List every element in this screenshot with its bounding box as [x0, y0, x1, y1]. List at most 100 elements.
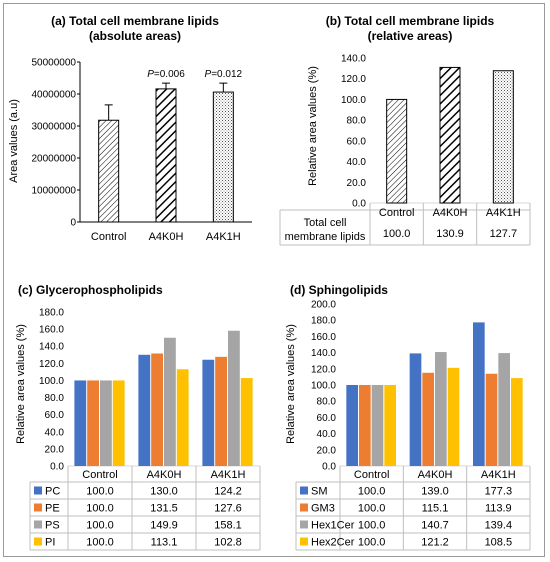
x-category-label: Control: [91, 231, 126, 243]
bar-PE-A4K0H: [151, 353, 163, 466]
y-tick-label: 100.0: [341, 95, 366, 106]
y-tick-label: 60.0: [317, 413, 337, 424]
bar-Control: [386, 98, 408, 204]
y-tick-label: 40.0: [317, 429, 337, 440]
y-tick-label: 140.0: [311, 348, 336, 359]
y-tick-label: 120.0: [341, 74, 366, 85]
table-row-label: Total cell: [304, 217, 347, 229]
bar-GM3-A4K0H: [422, 372, 434, 466]
p-value-annotation: P=0.012: [205, 69, 243, 80]
ylabel-d: Relative area values (%): [285, 324, 297, 444]
y-tick-label: 100.0: [39, 376, 64, 387]
x-category-label: A4K1H: [481, 469, 516, 481]
data-table-c: Control A4K0H A4K1H PC 100.0 130.0 124.2 PE 100.…: [29, 466, 261, 551]
legend-label-SM: SM: [311, 486, 328, 498]
subtitle-b: (relative areas): [368, 29, 453, 43]
y-tick-label: 140.0: [341, 54, 366, 65]
bar-PC-A4K1H: [202, 359, 215, 466]
bar-A4K0H: [439, 66, 461, 204]
p-value-annotation: P=0.006: [147, 69, 185, 80]
y-tick-label: 40.0: [45, 427, 65, 438]
y-tick-label: 100.0: [311, 381, 336, 392]
bars-a: P=0.006 P=0.012: [98, 69, 243, 223]
table-value: 100.0: [358, 503, 386, 515]
y-tick-label: 0.0: [322, 462, 336, 473]
bars-d: [346, 322, 523, 466]
bar-Control: [98, 119, 120, 223]
bar-PC-Control: [74, 380, 87, 466]
bar-A4K0H: [155, 88, 177, 223]
table-value: 124.2: [214, 486, 242, 498]
legend-label-Hex1Cer: Hex1Cer: [311, 520, 355, 532]
table-value: 100.0: [358, 486, 386, 498]
y-tick-label: 20.0: [317, 445, 337, 456]
x-category-label: A4K0H: [149, 231, 184, 243]
bar-Hex2Cer-Control: [384, 385, 396, 466]
subtitle-a: (absolute areas): [89, 29, 181, 43]
table-value: 100.0: [86, 503, 114, 515]
table-value: 158.1: [214, 520, 242, 532]
bar-PI-A4K0H: [176, 369, 189, 466]
y-tick-label: 200.0: [311, 300, 336, 311]
bar-A4K1H: [492, 70, 514, 204]
table-value: 139.4: [485, 520, 513, 532]
x-category-label: A4K1H: [486, 207, 521, 219]
bar-Hex2Cer-A4K0H: [447, 367, 460, 466]
y-tick-label: 10000000: [32, 186, 77, 197]
y-tick-label: 0.0: [352, 199, 366, 210]
panel-c: (c) Glycerophospholipids Relative area v…: [15, 283, 261, 551]
legend-key-GM3: [300, 503, 308, 512]
y-tick-label: 60.0: [45, 410, 65, 421]
y-tick-label: 0.0: [50, 462, 64, 473]
legend-key-SM: [300, 486, 308, 495]
bar-PS-A4K0H: [164, 337, 176, 466]
table-value: 149.9: [150, 520, 178, 532]
table-value: 130.0: [150, 486, 178, 498]
ylabel-b: Relative area values (%): [307, 66, 319, 186]
table-value: 100.0: [86, 486, 114, 498]
bar-PC-A4K0H: [138, 354, 151, 466]
table-value: 130.9: [436, 228, 464, 240]
table-value: 100.0: [358, 520, 386, 532]
y-tick-label: 80.0: [45, 393, 65, 404]
legend-key-PC: [34, 486, 42, 495]
table-value: 108.5: [485, 537, 513, 549]
y-tick-label: 160.0: [39, 325, 64, 336]
bar-GM3-A4K1H: [485, 373, 498, 466]
table-value: 127.7: [490, 228, 518, 240]
legend-label-PC: PC: [45, 486, 60, 498]
bar-PE-A4K1H: [215, 356, 227, 466]
legend-key-PE: [34, 503, 42, 512]
x-category-label: A4K0H: [418, 469, 453, 481]
bar-Hex1Cer-Control: [371, 385, 384, 466]
bar-GM3-Control: [359, 385, 371, 466]
table-value: 102.8: [214, 537, 242, 549]
x-category-label: Control: [82, 469, 117, 481]
y-tick-label: 40.0: [347, 157, 367, 168]
legend-label-PI: PI: [45, 537, 55, 549]
x-category-label: A4K0H: [147, 469, 182, 481]
table-value: 139.0: [421, 486, 449, 498]
table-value: 131.5: [150, 503, 178, 515]
y-tick-label: 30000000: [32, 122, 77, 133]
legend-key-Hex1Cer: [300, 520, 308, 529]
table-value: 115.1: [422, 503, 449, 515]
bar-A4K1H: [212, 91, 234, 223]
title-c: (c) Glycerophospholipids: [18, 283, 163, 297]
y-tick-label: 180.0: [39, 308, 64, 319]
ylabel-a: Area values (a.u): [8, 99, 20, 183]
table-value: 100.0: [383, 228, 411, 240]
y-tick-label: 20.0: [45, 444, 65, 455]
table-value: 121.2: [421, 537, 449, 549]
data-table-d: Control A4K0H A4K1H SM 100.0 139.0 177.3 GM3 100…: [295, 466, 531, 551]
table-value: 100.0: [358, 537, 386, 549]
panel-b: (b) Total cell membrane lipids (relative…: [279, 14, 531, 246]
title-a: (a) Total cell membrane lipids: [51, 14, 219, 28]
data-table-b: Control 100.0 A4K0H 130.9 A4K1H 127.7 Total ce…: [279, 203, 531, 246]
title-b: (b) Total cell membrane lipids: [326, 14, 495, 28]
table-value: 100.0: [86, 520, 114, 532]
bar-PS-Control: [100, 380, 112, 466]
x-category-label: Control: [379, 207, 414, 219]
bars-c: [74, 330, 253, 466]
